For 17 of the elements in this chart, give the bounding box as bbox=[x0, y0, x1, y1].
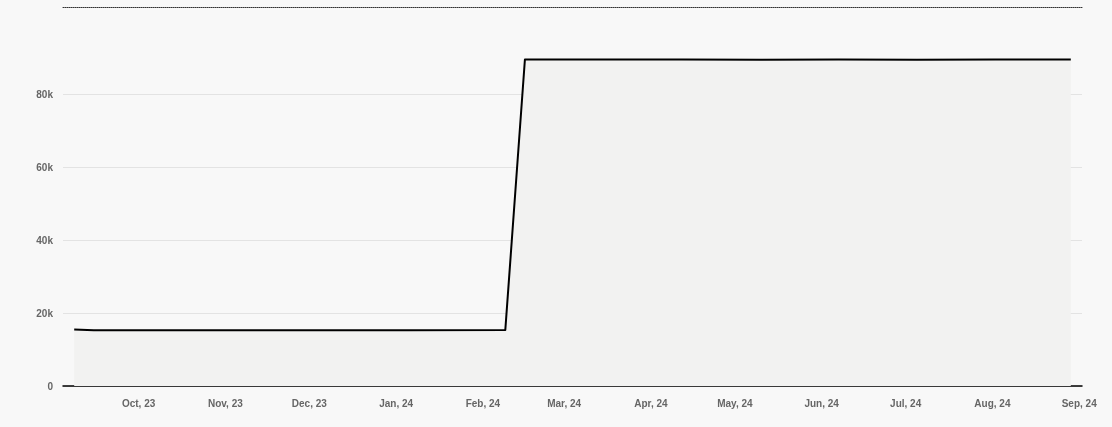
y-tick-label: 0 bbox=[47, 380, 54, 392]
x-tick-label: May, 24 bbox=[717, 397, 753, 409]
x-tick-label: Jan, 24 bbox=[379, 397, 414, 409]
x-tick-label: Oct, 23 bbox=[121, 397, 156, 409]
x-tick-label: Nov, 23 bbox=[207, 397, 244, 409]
y-tick-label: 40k bbox=[36, 234, 54, 246]
x-tick-label: Aug, 24 bbox=[974, 397, 1011, 409]
x-tick-label: Mar, 24 bbox=[547, 397, 582, 409]
x-tick-label: Sep, 24 bbox=[1061, 397, 1098, 409]
x-tick-label: Apr, 24 bbox=[634, 397, 668, 409]
x-tick-label: Jul, 24 bbox=[890, 397, 922, 409]
x-tick-label: Feb, 24 bbox=[465, 397, 501, 409]
y-tick-label: 20k bbox=[36, 307, 54, 319]
x-tick-label: Dec, 23 bbox=[291, 397, 328, 409]
y-tick-label: 60k bbox=[36, 161, 54, 173]
y-tick-label: 80k bbox=[36, 88, 54, 100]
x-tick-label: Jun, 24 bbox=[804, 397, 840, 409]
